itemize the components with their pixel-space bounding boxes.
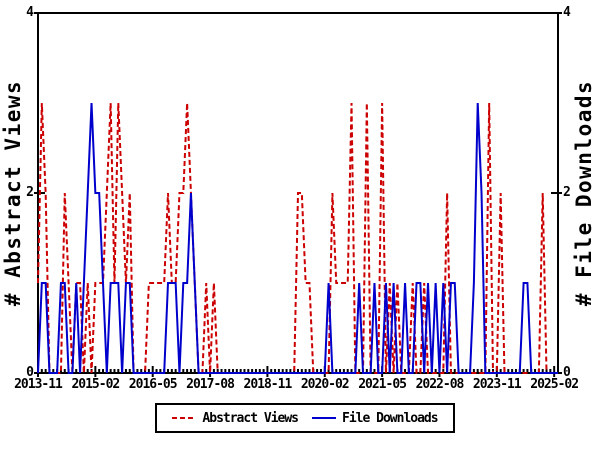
legend-label-abstract-views: Abstract Views bbox=[202, 410, 299, 426]
y-tick-label-right: 2 bbox=[563, 185, 571, 200]
x-tick-label: 2023-11 bbox=[472, 377, 522, 392]
x-tick-label: 2025-02 bbox=[530, 377, 579, 392]
y-tick-label-left: 4 bbox=[26, 5, 34, 20]
y-tick-label-right: 4 bbox=[563, 5, 571, 20]
legend-label-file-downloads: File Downloads bbox=[342, 410, 439, 426]
abstract-views-line-sample bbox=[172, 417, 197, 419]
x-tick-label: 2017-08 bbox=[186, 377, 235, 392]
y-tick-label-left: 2 bbox=[26, 185, 34, 200]
file-downloads-line-sample bbox=[312, 417, 336, 419]
y-tick-label-left: 0 bbox=[26, 365, 34, 380]
x-tick-label: 2022-08 bbox=[415, 377, 465, 392]
y-tick-label-right: 0 bbox=[563, 365, 571, 380]
x-tick-label: 2021-05 bbox=[358, 377, 407, 392]
legend: Abstract Views File Downloads bbox=[155, 403, 455, 433]
x-tick-label: 2018-11 bbox=[243, 377, 293, 392]
x-tick-label: 2013-11 bbox=[14, 377, 63, 392]
x-tick-label: 2015-02 bbox=[71, 377, 120, 392]
x-tick-label: 2016-05 bbox=[128, 377, 178, 392]
x-tick-label: 2020-02 bbox=[300, 377, 350, 392]
